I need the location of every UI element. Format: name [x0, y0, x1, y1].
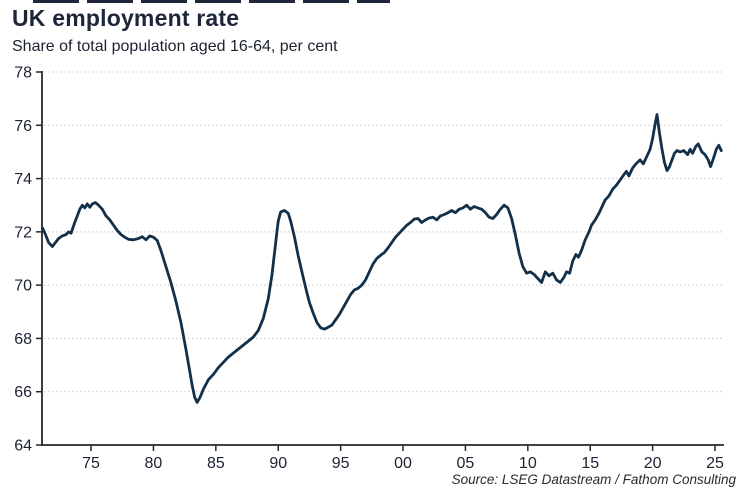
- chart-subtitle: Share of total population aged 16-64, pe…: [12, 38, 338, 55]
- y-axis-tick-label: 72: [14, 224, 32, 241]
- x-axis-tick-label: 25: [706, 455, 724, 472]
- y-axis-tick-label: 64: [14, 438, 32, 455]
- x-axis-tick-label: 00: [394, 455, 412, 472]
- employment-rate-line: [41, 113, 723, 404]
- x-axis-tick-label: 95: [332, 455, 350, 472]
- y-axis-tick-label: 78: [14, 65, 32, 82]
- x-axis-tick-label: 10: [519, 455, 537, 472]
- x-axis-tick-label: 05: [457, 455, 475, 472]
- x-axis-tick-label: 20: [644, 455, 662, 472]
- x-axis-tick-label: 75: [82, 455, 100, 472]
- source-credit: Source: LSEG Datastream / Fathom Consult…: [451, 472, 736, 487]
- y-axis-tick-label: 68: [14, 331, 32, 348]
- x-axis-tick-label: 15: [581, 455, 599, 472]
- cropped-text-artifact: [33, 0, 390, 3]
- x-axis-tick-label: 85: [207, 455, 225, 472]
- chart-title: UK employment rate: [12, 5, 240, 31]
- y-axis-tick-label: 70: [14, 278, 32, 295]
- x-axis-tick-label: 90: [269, 455, 287, 472]
- y-axis-tick-label: 66: [14, 384, 32, 401]
- y-axis-tick-label: 74: [14, 171, 32, 188]
- x-axis-tick-label: 80: [145, 455, 163, 472]
- y-axis-tick-label: 76: [14, 118, 32, 135]
